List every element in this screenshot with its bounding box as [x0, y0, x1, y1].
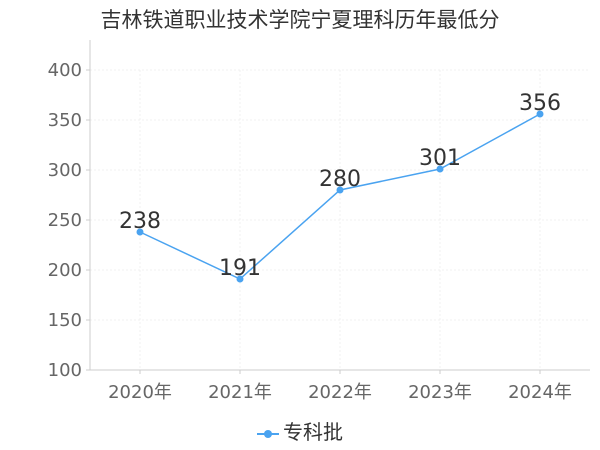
y-tick-label: 250 [48, 210, 82, 231]
grid-lines [90, 69, 590, 370]
x-axis-ticks: 2020年 2021年 2022年 2023年 2024年 [108, 382, 572, 403]
data-label: 191 [219, 256, 261, 281]
series-layer [136, 110, 544, 283]
data-label: 356 [519, 91, 561, 116]
data-label: 301 [419, 146, 461, 171]
data-point [136, 228, 144, 236]
axes [86, 40, 590, 374]
x-tick-label: 2024年 [508, 382, 572, 403]
x-tick-label: 2020年 [108, 382, 172, 403]
y-tick-label: 150 [48, 310, 82, 331]
data-point [436, 165, 444, 173]
chart-title: 吉林铁道职业技术学院宁夏理科历年最低分 [100, 8, 500, 32]
legend-marker-icon [257, 427, 279, 441]
x-tick-label: 2022年 [308, 382, 372, 403]
data-labels: 238 191 280 301 356 [119, 91, 561, 281]
x-tick-label: 2023年 [408, 382, 472, 403]
y-tick-label: 350 [48, 110, 82, 131]
data-label: 280 [319, 167, 361, 192]
data-point [536, 110, 544, 118]
y-tick-label: 400 [48, 60, 82, 81]
data-point [236, 275, 244, 283]
y-tick-label: 100 [48, 360, 82, 381]
legend[interactable]: 专科批 [0, 416, 600, 445]
x-tick-label: 2021年 [208, 382, 272, 403]
y-tick-label: 300 [48, 160, 82, 181]
data-label: 238 [119, 209, 161, 234]
y-axis-ticks: 100 150 200 250 300 350 400 [48, 60, 82, 381]
data-point [336, 186, 344, 194]
y-tick-label: 200 [48, 260, 82, 281]
legend-label: 专科批 [283, 420, 343, 444]
